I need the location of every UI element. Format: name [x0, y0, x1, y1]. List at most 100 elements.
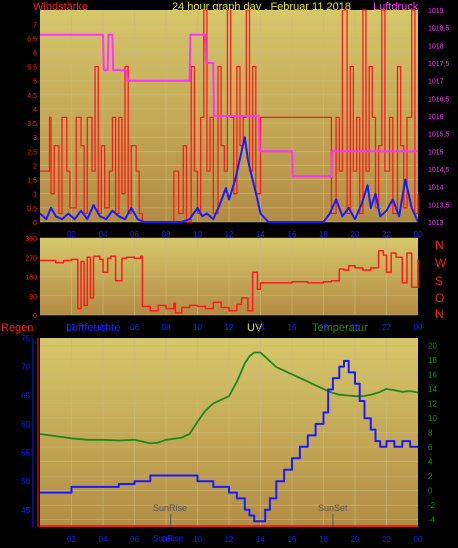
label-regen: Regen [1, 322, 33, 334]
x-tick-3: 06 [130, 535, 139, 543]
y-tick-temperatur: 2 [428, 472, 433, 481]
x-tick-2: 18 [319, 323, 328, 332]
y-tick-windstaerke: 6 [33, 50, 37, 57]
y-tick-luftdruck: 1015,5 [428, 132, 450, 139]
y-tick-windstaerke: 0 [33, 220, 37, 227]
y-tick-windrichtung: 0 [33, 313, 37, 320]
y-tick-temperatur: 14 [428, 385, 437, 394]
y-tick-windstaerke: 1.5 [27, 178, 37, 185]
compass-n-top: N [435, 238, 444, 252]
label-uv: UV [247, 322, 263, 334]
x-tick-2: 20 [351, 323, 360, 332]
x-tick-3: 04 [99, 535, 108, 543]
sunset-label: SunSet [318, 503, 348, 513]
x-tick-1: 06 [130, 230, 139, 239]
x-tick-3: 02 [67, 535, 76, 543]
y-tick-luftfeuchte: 60 [21, 420, 30, 429]
header-windstaerke: Windstärke [33, 1, 88, 13]
y-tick-windstaerke: 7 [33, 22, 37, 29]
x-tick-3: 10 [193, 535, 202, 543]
y-tick-luftdruck: 1015 [428, 149, 444, 156]
y-tick-luftdruck: 1016,5 [428, 96, 450, 103]
x-tick-2: 22 [382, 323, 391, 332]
header-title: 24 hour graph day , Februar 11 2018 [172, 1, 351, 13]
x-tick-3: 12 [225, 535, 234, 543]
x-tick-3: 18 [319, 535, 328, 543]
x-tick-1: 22 [382, 230, 391, 239]
compass-w: W [435, 256, 447, 270]
y-tick-luftdruck: 1013 [428, 220, 444, 227]
series-windrichtung [40, 250, 419, 314]
x-tick-3: 00 [414, 535, 423, 543]
y-tick-windrichtung: 180 [25, 275, 37, 282]
y-tick-windstaerke: 6.5 [27, 36, 37, 43]
y-tick-temperatur: 20 [428, 341, 437, 350]
series-boeen [39, 136, 419, 223]
x-tick-3: 08 [162, 535, 171, 543]
x-tick-1: 04 [99, 230, 108, 239]
y-tick-luftdruck: 1014 [428, 185, 444, 192]
x-tick-2: 16 [288, 323, 297, 332]
y-tick-temperatur: 4 [428, 458, 433, 467]
x-tick-1: 00 [414, 230, 423, 239]
x-tick-1: 12 [225, 230, 234, 239]
sunrise-marker: SunRise [153, 534, 184, 543]
y-tick-windstaerke: 0.5 [27, 206, 37, 213]
y-tick-temperatur: 18 [428, 356, 437, 365]
y-tick-luftfeuchte: 75 [21, 334, 30, 343]
y-tick-windrichtung: 360 [25, 236, 37, 243]
y-tick-luftdruck: 1017 [428, 79, 444, 86]
label-luftfeuchte: Luftfeuchte [66, 322, 120, 334]
y-tick-temperatur: 0 [428, 487, 433, 496]
y-tick-windstaerke: 3 [33, 135, 37, 142]
x-tick-1: 02 [67, 230, 76, 239]
x-tick-3: 16 [288, 535, 297, 543]
y-tick-luftdruck: 1017,5 [428, 61, 450, 68]
y-tick-luftdruck: 1014,5 [428, 167, 450, 174]
y-tick-temperatur: 6 [428, 443, 433, 452]
chart-marks [32, 9, 419, 527]
y-tick-luftfeuchte: 45 [21, 506, 30, 515]
x-tick-2: 10 [193, 323, 202, 332]
y-tick-windstaerke: 4.5 [27, 93, 37, 100]
x-tick-1: 20 [351, 230, 360, 239]
y-tick-windstaerke: 2.5 [27, 149, 37, 156]
x-tick-2: 06 [130, 323, 139, 332]
y-tick-windstaerke: 4 [33, 107, 37, 114]
label-temperatur: Temperatur [312, 322, 368, 334]
y-tick-luftdruck: 1016 [428, 114, 444, 121]
x-tick-3: 14 [256, 535, 265, 543]
y-tick-temperatur: 16 [428, 370, 437, 379]
x-tick-2: 00 [414, 323, 423, 332]
x-tick-1: 10 [193, 230, 202, 239]
y-tick-temperatur: 8 [428, 429, 433, 438]
x-tick-3: 22 [382, 535, 391, 543]
y-tick-temperatur: -2 [428, 501, 436, 510]
compass-o: O [435, 291, 444, 305]
sunrise-label: SunRise [153, 503, 187, 513]
y-tick-luftdruck: 1018,5 [428, 26, 450, 33]
y-tick-luftfeuchte: 65 [21, 391, 30, 400]
y-tick-luftfeuchte: 70 [21, 363, 30, 372]
series-temperatur [39, 351, 419, 445]
x-tick-2: 02 [67, 323, 76, 332]
x-tick-1: 14 [256, 230, 265, 239]
x-tick-3: 20 [351, 535, 360, 543]
y-tick-luftfeuchte: 55 [21, 449, 30, 458]
y-tick-windstaerke: 2 [33, 163, 37, 170]
y-tick-luftfeuchte: 50 [21, 477, 30, 486]
y-tick-windstaerke: 5.5 [27, 65, 37, 72]
y-tick-windrichtung: 270 [25, 255, 37, 262]
x-tick-2: 12 [225, 323, 234, 332]
y-tick-windstaerke: 1 [33, 192, 37, 199]
x-tick-2: 08 [162, 323, 171, 332]
x-tick-1: 16 [288, 230, 297, 239]
compass-s: S [435, 274, 443, 288]
x-tick-2: 14 [256, 323, 265, 332]
x-tick-1: 18 [319, 230, 328, 239]
series-luftdruck [40, 33, 418, 178]
y-tick-temperatur: 12 [428, 399, 437, 408]
header-luftdruck: Luftdruck [373, 1, 419, 13]
